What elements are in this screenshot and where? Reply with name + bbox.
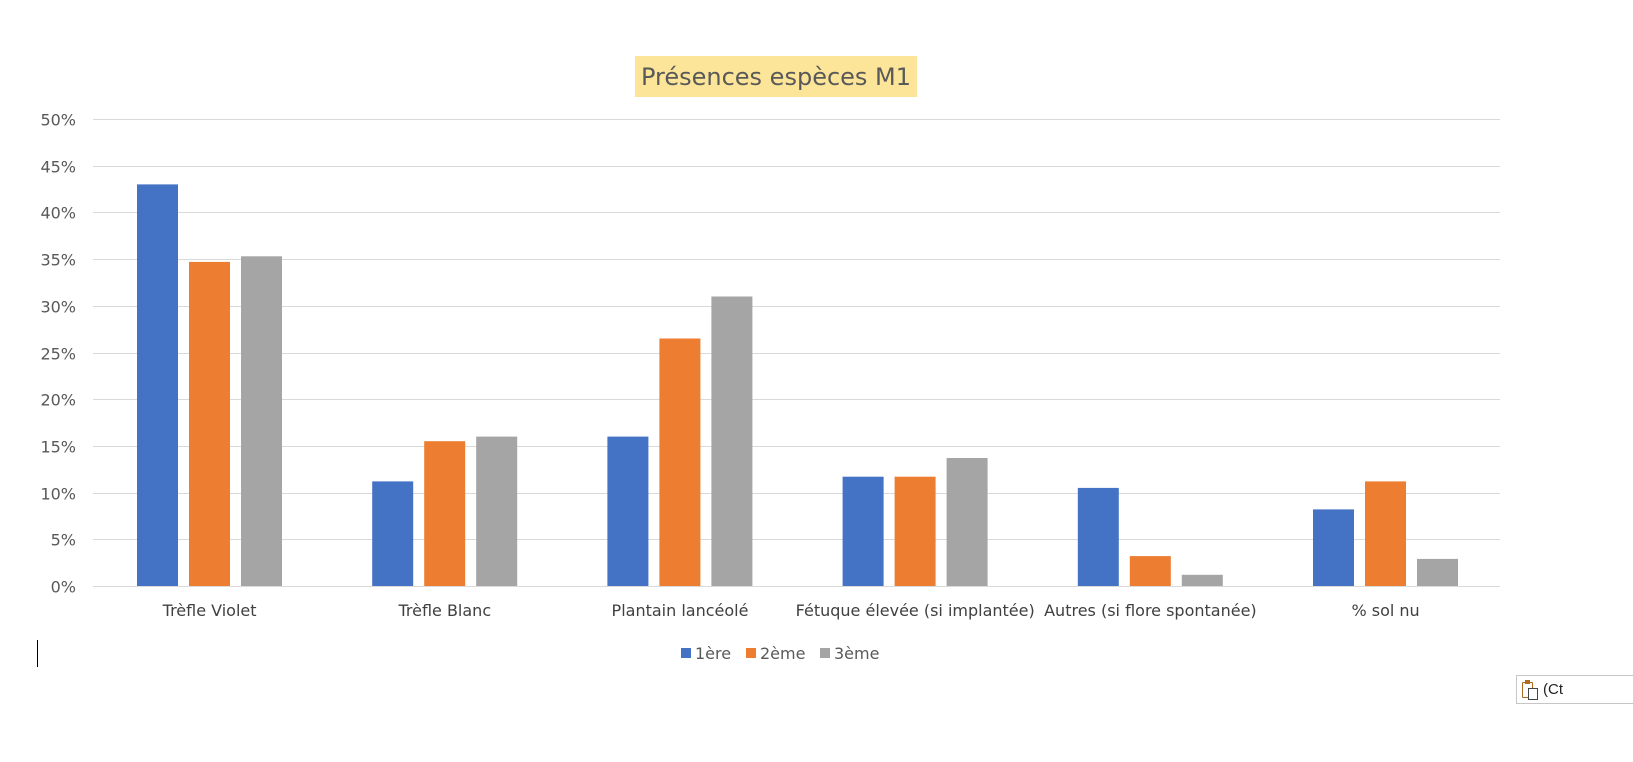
y-tick-label: 15% [40, 438, 76, 457]
y-axis-tick-labels: 0% 5% 10% 15% 20% 25% 30% 35% 40% 45% 50% [40, 111, 76, 597]
text-cursor [37, 640, 38, 667]
x-category-label: Trèfle Violet [162, 601, 257, 620]
bar [424, 441, 466, 586]
bars [137, 184, 1458, 586]
bar [842, 476, 884, 586]
x-category-label: Trèfle Blanc [397, 601, 491, 620]
bar [476, 436, 518, 586]
bar [1417, 558, 1458, 586]
x-category-label: % sol nu [1351, 601, 1419, 620]
paste-options-label: (Ct [1543, 681, 1563, 698]
legend: 1ère 2ème 3ème [681, 644, 879, 663]
bar [1313, 509, 1354, 586]
bar [241, 256, 282, 586]
x-category-label: Fétuque élevée (si implantée) [796, 601, 1035, 620]
chart-title-background [635, 56, 917, 97]
bar [1129, 556, 1171, 586]
chart-title: Présences espèces M1 [641, 63, 911, 91]
legend-swatch [746, 648, 756, 658]
paste-clipboard-icon [1522, 679, 1539, 700]
bar [946, 458, 988, 586]
bar [711, 296, 753, 586]
legend-label: 3ème [834, 644, 879, 663]
y-tick-label: 40% [40, 204, 76, 223]
x-category-label: Plantain lancéolé [612, 601, 749, 620]
y-tick-label: 50% [40, 111, 76, 130]
x-axis-category-labels: Trèfle Violet Trèfle Blanc Plantain lancéo… [162, 601, 1420, 620]
legend-item: 2ème [746, 644, 805, 663]
y-tick-label: 5% [51, 531, 76, 550]
legend-swatch [681, 648, 691, 658]
gridlines [93, 119, 1500, 587]
y-tick-label: 0% [51, 578, 76, 597]
paste-options-button[interactable]: (Ct [1516, 675, 1633, 704]
bar [659, 338, 701, 586]
legend-label: 2ème [760, 644, 805, 663]
legend-item: 1ère [681, 644, 731, 663]
bar [607, 436, 649, 586]
y-tick-label: 45% [40, 158, 76, 177]
chart-title-group: Présences espèces M1 [635, 56, 917, 97]
bar [894, 476, 936, 586]
legend-swatch [820, 648, 830, 658]
bar [372, 481, 414, 586]
y-tick-label: 35% [40, 251, 76, 270]
bar [137, 184, 178, 586]
bar [189, 261, 230, 586]
y-tick-label: 25% [40, 345, 76, 364]
bar [1077, 487, 1119, 586]
y-tick-label: 30% [40, 298, 76, 317]
x-category-label: Autres (si flore spontanée) [1044, 601, 1257, 620]
legend-label: 1ère [695, 644, 731, 663]
bar [1181, 574, 1223, 586]
legend-item: 3ème [820, 644, 879, 663]
y-tick-label: 10% [40, 485, 76, 504]
y-tick-label: 20% [40, 391, 76, 410]
bar [1365, 481, 1406, 586]
